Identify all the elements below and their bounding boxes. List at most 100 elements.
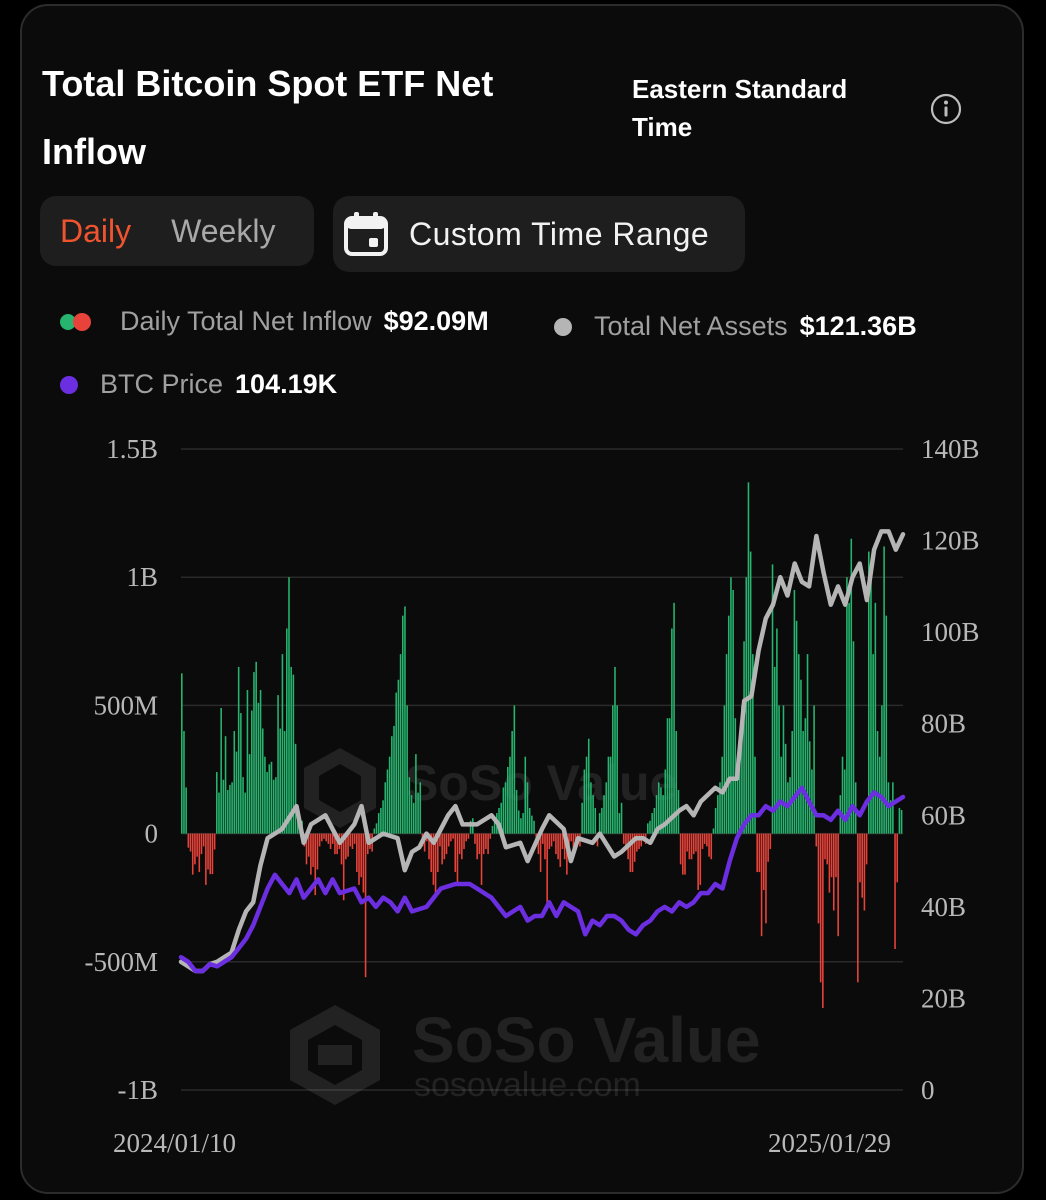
inflow-bar[interactable]: [502, 787, 505, 834]
inflow-bar[interactable]: [196, 833, 198, 857]
inflow-bar[interactable]: [397, 679, 400, 834]
inflow-bar[interactable]: [653, 807, 656, 834]
inflow-bar[interactable]: [557, 833, 559, 860]
inflow-bar[interactable]: [625, 833, 627, 849]
inflow-bar[interactable]: [487, 833, 489, 855]
inflow-bar[interactable]: [692, 833, 695, 855]
inflow-bar[interactable]: [417, 792, 419, 834]
inflow-bar[interactable]: [883, 546, 885, 834]
inflow-bar[interactable]: [248, 754, 251, 834]
inflow-bar[interactable]: [782, 705, 785, 834]
inflow-bar[interactable]: [649, 820, 651, 834]
inflow-bar[interactable]: [607, 756, 610, 834]
inflow-bar[interactable]: [767, 833, 769, 862]
inflow-bar[interactable]: [776, 628, 778, 834]
inflow-bar[interactable]: [296, 820, 299, 834]
inflow-bar[interactable]: [288, 577, 290, 834]
inflow-bar[interactable]: [340, 833, 343, 865]
inflow-bar[interactable]: [257, 702, 260, 834]
inflow-bar[interactable]: [441, 833, 443, 865]
inflow-bar[interactable]: [710, 833, 713, 860]
inflow-bar[interactable]: [791, 731, 793, 834]
inflow-bar[interactable]: [404, 606, 406, 834]
inflow-bar[interactable]: [572, 833, 575, 849]
inflow-bar[interactable]: [358, 833, 360, 885]
inflow-bar[interactable]: [406, 705, 408, 834]
inflow-bar[interactable]: [500, 802, 503, 834]
inflow-bar[interactable]: [194, 833, 196, 865]
inflow-bar[interactable]: [701, 833, 704, 849]
inflow-bar[interactable]: [736, 769, 739, 834]
inflow-bar[interactable]: [399, 654, 402, 834]
inflow-bar[interactable]: [356, 833, 358, 873]
inflow-bar[interactable]: [474, 833, 476, 844]
inflow-bar[interactable]: [780, 756, 783, 834]
inflow-bar[interactable]: [336, 833, 338, 855]
inflow-bar[interactable]: [756, 833, 758, 873]
inflow-bar[interactable]: [898, 807, 901, 834]
inflow-bar[interactable]: [633, 833, 636, 862]
inflow-bar[interactable]: [682, 833, 684, 875]
inflow-bar[interactable]: [874, 602, 877, 834]
inflow-bar[interactable]: [242, 777, 244, 834]
inflow-bar[interactable]: [544, 833, 546, 860]
inflow-bar[interactable]: [806, 654, 809, 834]
inflow-bar[interactable]: [583, 769, 586, 834]
inflow-bar[interactable]: [592, 795, 594, 834]
inflow-bar[interactable]: [741, 705, 743, 834]
inflow-bar[interactable]: [894, 833, 896, 949]
inflow-bar[interactable]: [255, 661, 257, 834]
inflow-bar[interactable]: [826, 833, 828, 865]
inflow-bar[interactable]: [334, 833, 336, 855]
inflow-bar[interactable]: [690, 833, 693, 860]
inflow-bar[interactable]: [436, 833, 439, 873]
inflow-bar[interactable]: [738, 756, 741, 834]
inflow-bar[interactable]: [240, 713, 242, 834]
inflow-bar[interactable]: [185, 787, 187, 834]
inflow-bar[interactable]: [863, 833, 866, 911]
inflow-bar[interactable]: [279, 728, 282, 834]
inflow-bar[interactable]: [695, 833, 697, 852]
inflow-bar[interactable]: [555, 833, 557, 855]
inflow-bar[interactable]: [423, 833, 426, 852]
timezone-label[interactable]: Eastern Standard Time: [632, 74, 848, 142]
inflow-bar[interactable]: [478, 833, 481, 855]
inflow-bar[interactable]: [456, 833, 459, 885]
inflow-bar[interactable]: [800, 679, 802, 834]
inflow-bar[interactable]: [548, 833, 551, 849]
inflow-bar[interactable]: [307, 833, 310, 857]
inflow-bar[interactable]: [430, 833, 432, 873]
inflow-bar[interactable]: [200, 833, 203, 855]
tab-daily[interactable]: Daily: [60, 212, 132, 249]
inflow-bar[interactable]: [253, 672, 255, 834]
inflow-bar[interactable]: [211, 833, 214, 875]
inflow-bar[interactable]: [664, 769, 667, 834]
inflow-bar[interactable]: [808, 741, 811, 834]
inflow-bar[interactable]: [454, 833, 457, 873]
inflow-bar[interactable]: [229, 784, 231, 834]
inflow-bar[interactable]: [612, 705, 614, 834]
inflow-bar[interactable]: [522, 813, 524, 834]
inflow-bar[interactable]: [605, 782, 608, 834]
inflow-bar[interactable]: [754, 756, 756, 834]
inflow-bar[interactable]: [684, 833, 686, 875]
inflow-bar[interactable]: [708, 833, 710, 857]
inflow-bar[interactable]: [852, 641, 855, 834]
inflow-bar[interactable]: [587, 738, 590, 834]
inflow-bar[interactable]: [614, 666, 616, 834]
inflow-bar[interactable]: [830, 833, 833, 878]
inflow-bar[interactable]: [226, 790, 229, 834]
inflow-bar[interactable]: [244, 792, 247, 834]
inflow-bar[interactable]: [183, 731, 185, 834]
inflow-bar[interactable]: [828, 833, 831, 893]
inflow-bar[interactable]: [542, 833, 544, 844]
inflow-bar[interactable]: [246, 690, 249, 834]
inflow-bar[interactable]: [546, 833, 548, 906]
inflow-bar[interactable]: [443, 833, 446, 860]
inflow-bar[interactable]: [832, 833, 835, 911]
inflow-bar[interactable]: [566, 833, 568, 875]
inflow-bar[interactable]: [202, 833, 205, 847]
inflow-bar[interactable]: [325, 833, 327, 842]
inflow-bar[interactable]: [666, 718, 669, 834]
